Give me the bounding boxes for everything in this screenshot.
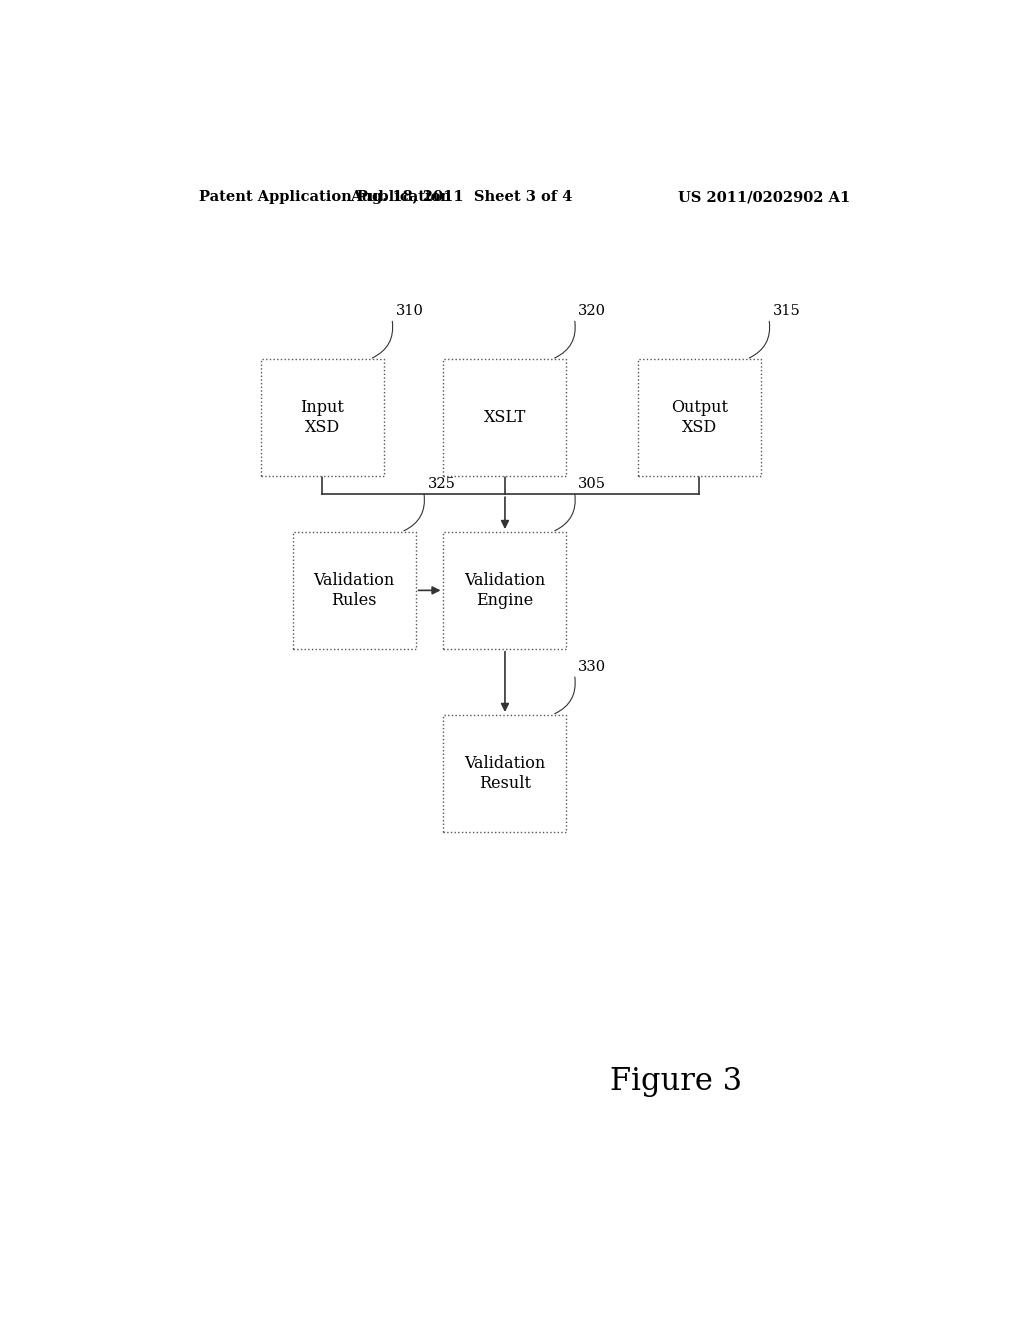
Text: Aug. 18, 2011  Sheet 3 of 4: Aug. 18, 2011 Sheet 3 of 4 <box>350 190 572 205</box>
Bar <box>443 532 566 649</box>
Bar <box>443 359 566 477</box>
Text: 325: 325 <box>428 478 456 491</box>
Text: Input
XSD: Input XSD <box>300 399 344 436</box>
Text: Validation
Engine: Validation Engine <box>464 572 546 609</box>
Text: 320: 320 <box>579 305 606 318</box>
Text: XSLT: XSLT <box>483 409 526 426</box>
Text: 310: 310 <box>396 305 424 318</box>
Text: Patent Application Publication: Patent Application Publication <box>200 190 452 205</box>
Bar <box>293 532 416 649</box>
Bar <box>638 359 761 477</box>
Text: 305: 305 <box>579 478 606 491</box>
Text: Validation
Result: Validation Result <box>464 755 546 792</box>
Text: Figure 3: Figure 3 <box>609 1065 741 1097</box>
Text: 330: 330 <box>579 660 606 675</box>
Text: 315: 315 <box>773 305 801 318</box>
Bar <box>443 715 566 832</box>
Text: Output
XSD: Output XSD <box>671 399 728 436</box>
Text: US 2011/0202902 A1: US 2011/0202902 A1 <box>678 190 850 205</box>
Bar <box>261 359 384 477</box>
Text: Validation
Rules: Validation Rules <box>313 572 395 609</box>
